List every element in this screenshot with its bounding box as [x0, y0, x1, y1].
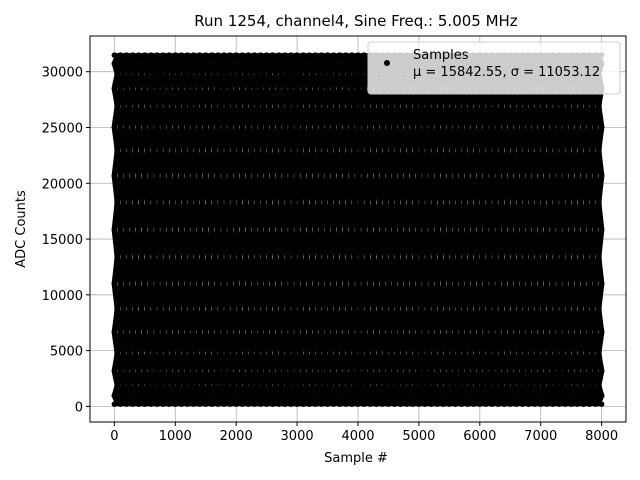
y-tick-label: 25000 [42, 121, 83, 136]
x-tick-label: 5000 [402, 429, 435, 444]
x-tick-label: 0 [110, 429, 118, 444]
x-tick-label: 6000 [463, 429, 496, 444]
y-tick-label: 10000 [42, 289, 83, 304]
chart-title: Run 1254, channel4, Sine Freq.: 5.005 MH… [194, 12, 518, 30]
y-tick-label: 0 [75, 400, 83, 415]
y-tick-label: 15000 [42, 233, 83, 248]
x-tick-label: 7000 [524, 429, 557, 444]
x-tick-label: 1000 [159, 429, 192, 444]
x-tick-label: 2000 [220, 429, 253, 444]
legend-label: Samples [413, 48, 469, 63]
sample-trace [111, 52, 605, 407]
legend-box [367, 41, 621, 95]
y-axis-label: ADC Counts [14, 190, 29, 268]
legend-marker [384, 60, 390, 66]
y-tick-label: 20000 [42, 177, 83, 192]
legend: Samples μ = 15842.55, σ = 11053.12 [367, 41, 621, 95]
sample-trace [111, 52, 605, 407]
legend-stats: μ = 15842.55, σ = 11053.12 [413, 65, 600, 80]
y-tick-label: 5000 [50, 345, 83, 360]
sample-trace [111, 52, 605, 407]
y-axis: 0 5000 10000 15000 20000 25000 30000 [42, 66, 90, 415]
x-tick-label: 3000 [281, 429, 314, 444]
y-tick-label: 30000 [42, 66, 83, 81]
x-tick-label: 8000 [585, 429, 618, 444]
x-tick-label: 4000 [341, 429, 374, 444]
x-axis-label: Sample # [324, 451, 388, 466]
x-axis: 0 1000 2000 3000 4000 5000 6000 7000 8000 [110, 422, 618, 444]
